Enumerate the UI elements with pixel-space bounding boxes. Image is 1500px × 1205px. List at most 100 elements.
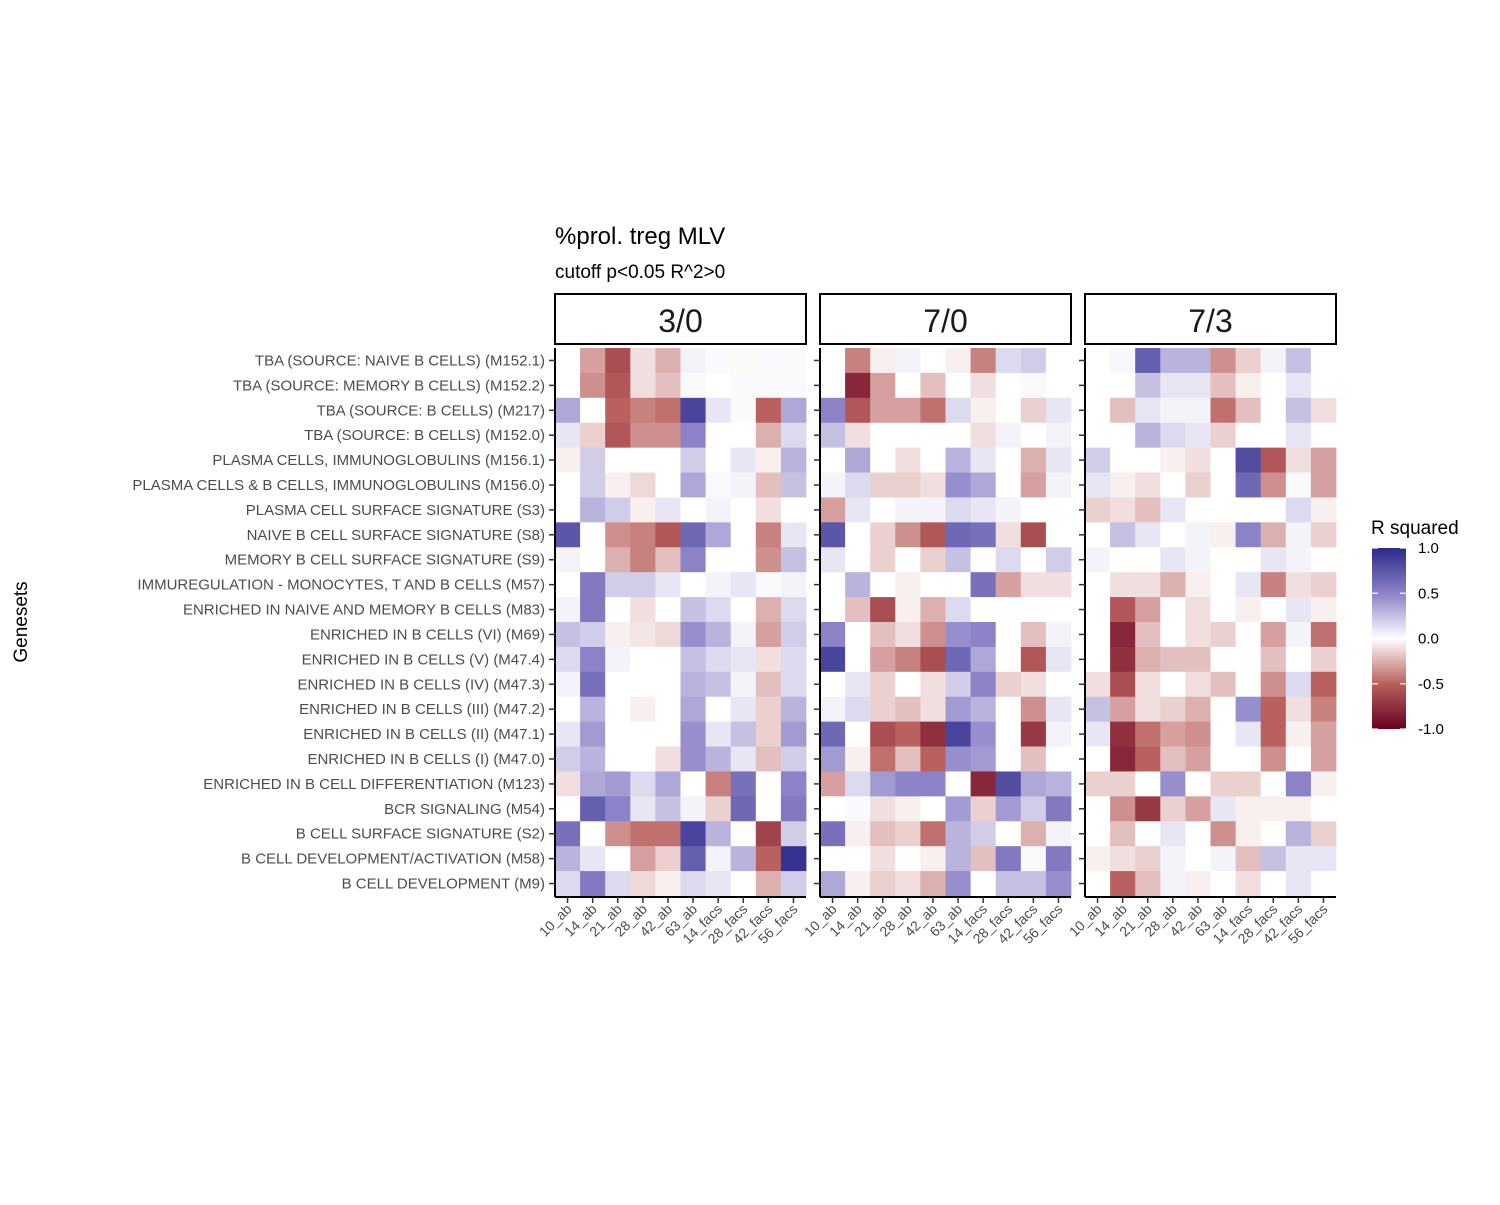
heatmap-cell [970, 472, 997, 498]
heatmap-cell [780, 372, 807, 399]
heatmap-cell [1285, 497, 1312, 523]
geneset-label: ENRICHED IN B CELLS (V) (M47.4) [302, 651, 545, 668]
heatmap-cell [895, 397, 921, 424]
heatmap-cell [755, 746, 782, 772]
heatmap-cell [605, 696, 631, 723]
heatmap-cell [1160, 846, 1186, 872]
heatmap-cell [820, 422, 846, 449]
heatmap-cell [1185, 871, 1211, 897]
heatmap-cell [605, 348, 631, 374]
heatmap-cell [845, 472, 871, 498]
heatmap-cell [680, 622, 706, 648]
heatmap-cell [705, 796, 732, 822]
heatmap-cell [1235, 646, 1262, 673]
heatmap-cell [630, 547, 656, 573]
heatmap-cell [1185, 622, 1211, 648]
heatmap-cell [555, 547, 581, 573]
geneset-label: MEMORY B CELL SURFACE SIGNATURE (S9) [225, 552, 545, 569]
heatmap-cell [1235, 671, 1262, 698]
heatmap-cell [630, 696, 656, 723]
heatmap-cell [920, 646, 946, 673]
geneset-label: ENRICHED IN B CELLS (VI) (M69) [310, 627, 545, 644]
heatmap-cell [1085, 597, 1111, 623]
heatmap-cell [730, 622, 757, 648]
heatmap-cell [605, 597, 631, 623]
heatmap-cell [605, 447, 631, 473]
heatmap-cell [755, 771, 782, 797]
heatmap-cell [1045, 871, 1072, 897]
heatmap-cell [580, 397, 606, 424]
heatmap-cell [1020, 597, 1047, 623]
heatmap-cell [1185, 422, 1211, 449]
heatmap-cell [1210, 547, 1236, 573]
heatmap-cell [1110, 372, 1136, 399]
heatmap-cell [920, 746, 946, 772]
heatmap-cell [1110, 821, 1136, 847]
heatmap-cell [655, 671, 681, 698]
heatmap-cell [995, 696, 1022, 723]
heatmap-cell [655, 746, 681, 772]
heatmap-cell [920, 796, 946, 822]
heatmap-cell [605, 422, 631, 449]
heatmap-cell [945, 821, 971, 847]
heatmap-cell [895, 746, 921, 772]
geneset-label: ENRICHED IN B CELL DIFFERENTIATION (M123… [203, 776, 545, 793]
heatmap-cell [780, 671, 807, 698]
heatmap-cell [945, 447, 971, 473]
heatmap-cell [680, 696, 706, 723]
heatmap-cell [555, 746, 581, 772]
y-axis-label: Genesets [11, 581, 32, 662]
heatmap-cell [1020, 721, 1047, 747]
heatmap-cell [780, 447, 807, 473]
heatmap-cell [630, 646, 656, 673]
heatmap-cell [870, 846, 896, 872]
heatmap-cell [1085, 522, 1111, 548]
heatmap-cell [1260, 572, 1287, 598]
heatmap-cell [1235, 721, 1262, 747]
legend-tick-label: 0.5 [1418, 585, 1439, 602]
heatmap-cell [1260, 796, 1287, 822]
heatmap-cell [1020, 447, 1047, 473]
heatmap-cell [1135, 671, 1161, 698]
heatmap-cell [945, 597, 971, 623]
heatmap-cell [680, 572, 706, 598]
geneset-label: B CELL DEVELOPMENT/ACTIVATION (M58) [241, 851, 545, 868]
heatmap-cell [1045, 447, 1072, 473]
heatmap-cell [655, 348, 681, 374]
heatmap-cell [755, 721, 782, 747]
heatmap-cell [580, 796, 606, 822]
color-legend: R squared 1.0 0.5 0.0 -0.5 -1.0 [1371, 518, 1459, 738]
heatmap-cell [920, 497, 946, 523]
heatmap-cell [705, 821, 732, 847]
heatmap-cell [1085, 372, 1111, 399]
heatmap-cell [895, 646, 921, 673]
heatmap-cell [730, 821, 757, 847]
heatmap-cell [1160, 447, 1186, 473]
heatmap-cell [970, 397, 997, 424]
heatmap-cell [730, 572, 757, 598]
heatmap-cell [555, 522, 581, 548]
heatmap-cell [1210, 422, 1236, 449]
heatmap-cell [1020, 522, 1047, 548]
heatmap-cell [870, 771, 896, 797]
heatmap-cell [945, 397, 971, 424]
geneset-label: BCR SIGNALING (M54) [384, 801, 545, 818]
heatmap-cell [705, 447, 732, 473]
heatmap-cell [1185, 547, 1211, 573]
heatmap-cell [995, 846, 1022, 872]
heatmap-cell [1185, 671, 1211, 698]
heatmap-cell [605, 721, 631, 747]
heatmap-cell [945, 746, 971, 772]
heatmap-cell [920, 871, 946, 897]
heatmap-cell [845, 622, 871, 648]
heatmap-cell [820, 397, 846, 424]
heatmap-cell [730, 422, 757, 449]
heatmap-cell [970, 547, 997, 573]
heatmap-cell [705, 696, 732, 723]
geneset-label: TBA (SOURCE: MEMORY B CELLS) (M152.2) [233, 377, 545, 394]
heatmap-cell [1310, 472, 1337, 498]
heatmap-cell [755, 671, 782, 698]
heatmap-cell [1110, 547, 1136, 573]
heatmap-cell [1235, 497, 1262, 523]
